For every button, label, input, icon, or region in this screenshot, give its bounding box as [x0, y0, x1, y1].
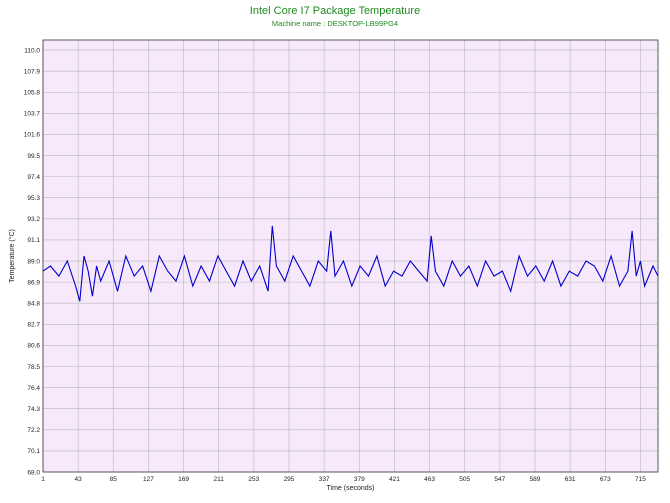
x-tick-label: 421 [389, 476, 400, 483]
y-tick-label: 99.5 [27, 153, 40, 160]
x-tick-label: 127 [143, 476, 154, 483]
y-tick-label: 86.9 [27, 279, 40, 286]
x-tick-label: 337 [319, 476, 330, 483]
plot-area [43, 40, 658, 472]
y-tick-label: 70.1 [27, 448, 40, 455]
grid-lines [42, 40, 658, 473]
y-tick-label: 72.2 [27, 427, 40, 434]
y-tick-label: 89.0 [27, 258, 40, 265]
y-tick-label: 68.0 [27, 469, 40, 476]
y-tick-label: 107.9 [24, 68, 41, 75]
x-tick-label: 715 [635, 476, 646, 483]
x-tick-label: 505 [459, 476, 470, 483]
y-tick-label: 84.8 [27, 301, 40, 308]
y-tick-label: 78.5 [27, 364, 40, 371]
y-axis-ticks: 68.0 70.1 72.2 74.3 76.4 78.5 80.6 82.7 84.8 86.9… [24, 47, 41, 476]
x-tick-label: 631 [565, 476, 576, 483]
y-tick-label: 101.6 [24, 132, 41, 139]
chart-title: Intel Core I7 Package Temperature [249, 5, 421, 17]
y-tick-label: 91.1 [27, 237, 40, 244]
y-tick-label: 95.3 [27, 195, 40, 202]
x-tick-label: 253 [248, 476, 259, 483]
series-line [42, 225, 659, 302]
x-tick-label: 85 [110, 476, 118, 483]
x-axis-ticks: 1 43 85 127 169 211 253 295 337 379 421 463 505 547 58… [41, 476, 646, 483]
x-tick-label: 463 [424, 476, 435, 483]
y-tick-label: 82.7 [27, 322, 40, 329]
y-axis-label: Temperature (°C) [8, 229, 16, 283]
x-tick-label: 295 [284, 476, 295, 483]
x-tick-label: 211 [214, 476, 225, 483]
y-tick-label: 76.4 [27, 385, 40, 392]
y-tick-label: 80.6 [27, 343, 40, 350]
x-axis-label: Time (seconds) [327, 485, 375, 492]
chart-subtitle: Machine name : DESKTOP-LB99PG4 [271, 19, 399, 28]
x-tick-label: 547 [494, 476, 505, 483]
x-tick-label: 169 [178, 476, 189, 483]
plot-frame [42, 39, 659, 473]
y-tick-label: 110.0 [24, 47, 40, 54]
y-tick-label: 93.2 [27, 216, 40, 223]
x-tick-label: 1 [41, 476, 45, 483]
x-tick-label: 379 [354, 476, 365, 483]
x-tick-label: 43 [75, 476, 83, 483]
y-tick-label: 97.4 [27, 174, 40, 181]
y-tick-label: 105.8 [24, 90, 41, 97]
y-tick-label: 74.3 [27, 406, 40, 413]
y-tick-label: 103.7 [24, 111, 41, 118]
x-tick-label: 673 [600, 476, 611, 483]
x-tick-label: 589 [530, 476, 541, 483]
